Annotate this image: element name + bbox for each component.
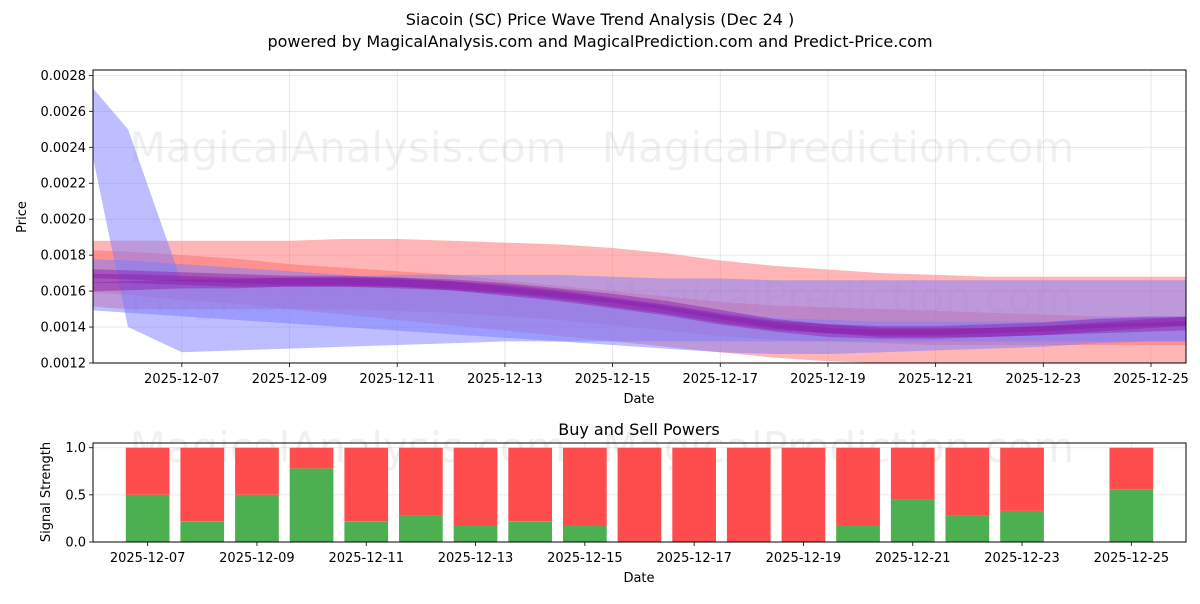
price-plot-frame [92,69,1187,364]
price-series [93,88,1186,363]
sell-bar [563,447,607,526]
buy-bar [508,521,552,542]
price-x-ticks: 2025-12-07 2025-12-09 2025-12-11 2025-12-13… [144,363,1189,387]
buy-sell-y-tick-label: 0.0 [65,536,86,551]
price-wave-panel: MagicalAnalysis.com MagicalPrediction.co… [15,69,1189,407]
wave-trend-line-2 [93,277,1186,337]
buy-sell-title: Buy and Sell Powers [558,420,720,439]
sell-bar [890,447,935,500]
price-y-tick-label: 0.0020 [41,213,87,228]
buy-bar [399,515,443,542]
sell-bar [945,447,990,516]
sell-bar [617,447,662,542]
sell-bar [180,447,225,522]
buy-bar [289,468,334,542]
price-x-tick-label: 2025-12-23 [1006,372,1082,387]
buy-bar [125,494,170,542]
buy-sell-y-tick-label: 1.0 [65,441,86,456]
price-y-tick-label: 0.0028 [41,69,87,84]
sell-bar [836,447,880,526]
sell-bar [235,447,279,495]
sell-bar [1109,447,1154,490]
buy-bar [890,499,935,542]
sell-bar [453,447,498,526]
buy-sell-x-tick-label: 2025-12-07 [110,551,186,566]
buy-sell-x-tick-label: 2025-12-25 [1094,551,1170,566]
chart-subtitle: powered by MagicalAnalysis.com and Magic… [267,32,932,51]
buy-bar [180,521,225,542]
buy-sell-x-ticks: 2025-12-07 2025-12-09 2025-12-11 2025-12-13… [110,542,1169,566]
buy-sell-bars [125,447,1154,542]
buy-sell-x-tick-label: 2025-12-11 [328,551,404,566]
price-y-axis-label: Price [15,201,30,233]
buy-bar [836,526,880,542]
buy-bar [235,494,279,542]
price-x-tick-label: 2025-12-17 [682,372,758,387]
wave-band-blue-wave-lower [93,259,1186,354]
buy-sell-x-tick-label: 2025-12-17 [656,551,732,566]
buy-sell-panel: Buy and Sell Powers MagicalAnalysis.com … [39,420,1187,586]
sell-bar [289,447,334,469]
sell-bar [399,447,443,516]
price-y-ticks: 0.0012 0.0014 0.0016 0.0018 0.0020 0.0022 0.00… [41,69,93,372]
sell-bar [125,447,170,495]
buy-sell-y-axis-label: Signal Strength [39,442,54,542]
buy-sell-x-axis-label: Date [623,571,654,586]
price-y-tick-label: 0.0022 [41,177,87,192]
price-x-tick-label: 2025-12-07 [144,372,220,387]
sell-bar [508,447,552,522]
buy-sell-x-tick-label: 2025-12-15 [547,551,623,566]
buy-bar [563,526,607,542]
sell-bar [672,447,716,542]
buy-bar [1109,489,1154,542]
price-y-tick-label: 0.0012 [41,357,87,372]
buy-sell-y-ticks: 0.0 0.5 1.0 [65,441,93,551]
price-x-tick-label: 2025-12-13 [467,372,543,387]
price-x-tick-label: 2025-12-11 [359,372,435,387]
price-y-tick-label: 0.0018 [41,249,87,264]
price-x-axis-label: Date [623,392,654,407]
watermark-prediction: MagicalPrediction.com [602,123,1075,172]
sell-bar [781,447,826,542]
sell-bar [344,447,389,522]
wave-trend-line-3 [93,269,1186,339]
price-y-tick-label: 0.0024 [41,141,87,156]
buy-sell-y-tick-label: 0.5 [65,488,86,503]
buy-bar [1000,510,1044,542]
buy-sell-plot-frame [92,442,1187,543]
price-x-tick-label: 2025-12-21 [898,372,974,387]
buy-sell-x-tick-label: 2025-12-13 [438,551,514,566]
wave-trend-line-1 [93,274,1186,336]
price-x-tick-label: 2025-12-15 [575,372,651,387]
buy-sell-x-tick-label: 2025-12-21 [875,551,951,566]
chart-title: Siacoin (SC) Price Wave Trend Analysis (… [406,10,795,29]
buy-sell-x-tick-label: 2025-12-19 [766,551,842,566]
sell-bar [1000,447,1044,511]
price-y-tick-label: 0.0016 [41,285,87,300]
buy-bar [945,515,990,542]
buy-bar [344,521,389,542]
sell-bar [726,447,771,542]
buy-sell-x-tick-label: 2025-12-23 [984,551,1060,566]
buy-bar [453,526,498,542]
price-x-tick-label: 2025-12-09 [252,372,328,387]
watermark-analysis: MagicalAnalysis.com [130,123,567,172]
price-x-tick-label: 2025-12-25 [1113,372,1189,387]
price-y-tick-label: 0.0014 [41,321,87,336]
price-y-tick-label: 0.0026 [41,105,87,120]
price-x-tick-label: 2025-12-19 [790,372,866,387]
buy-sell-x-tick-label: 2025-12-09 [219,551,295,566]
